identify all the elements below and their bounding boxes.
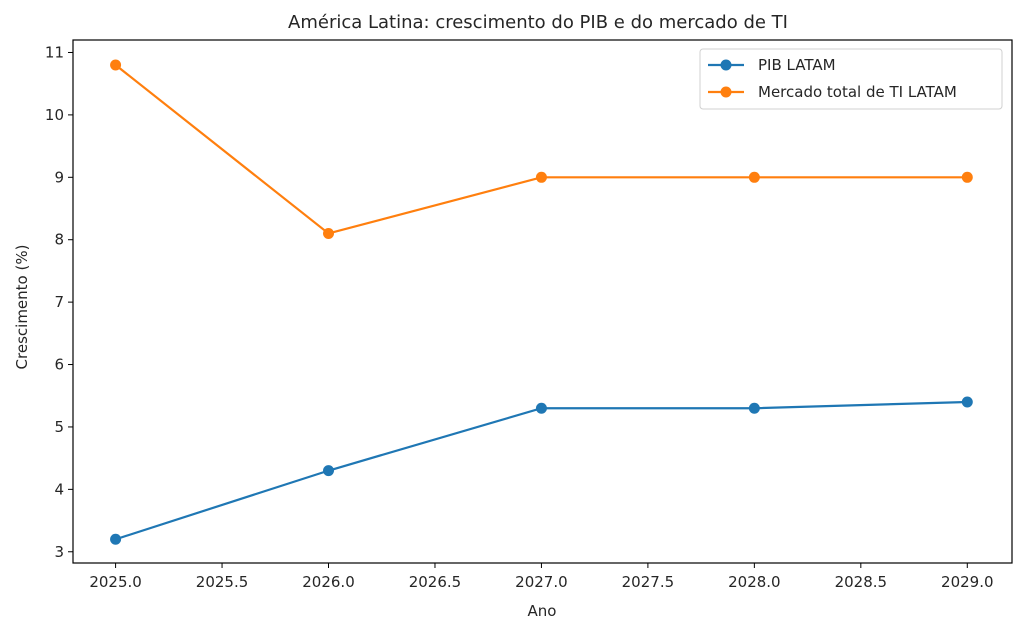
y-tick-label: 3 (54, 543, 64, 561)
x-tick-label: 2027.0 (515, 573, 568, 591)
x-tick-label: 2028.0 (728, 573, 781, 591)
x-tick-label: 2025.0 (89, 573, 142, 591)
data-point (535, 171, 547, 183)
series-layer (110, 59, 973, 545)
y-tick-label: 5 (54, 418, 64, 436)
y-tick-label: 4 (54, 480, 64, 498)
chart-title: América Latina: crescimento do PIB e do … (288, 12, 788, 33)
legend-marker (720, 59, 732, 71)
legend-marker (720, 86, 732, 98)
legend-box (699, 48, 1003, 110)
x-tick-label: 2027.5 (622, 573, 675, 591)
data-point (961, 396, 973, 408)
y-tick-label: 7 (54, 293, 64, 311)
y-tick-label: 10 (45, 106, 64, 124)
data-point (110, 533, 122, 545)
x-tick-label: 2026.5 (409, 573, 462, 591)
x-tick-label: 2025.5 (196, 573, 249, 591)
legend-label: PIB LATAM (758, 56, 836, 74)
series-line-0 (115, 400, 968, 541)
x-tick-label: 2028.5 (835, 573, 888, 591)
y-tick-label: 6 (54, 356, 64, 374)
data-point (748, 402, 760, 414)
data-point (323, 227, 335, 239)
x-axis: 2025.0 2025.5 2026.0 2026.5 2027.0 2027.5 2028… (89, 563, 994, 591)
data-point (961, 171, 973, 183)
legend: PIB LATAM Mercado total de TI LATAM (699, 48, 1003, 110)
y-tick-label: 8 (54, 231, 64, 249)
data-point (535, 402, 547, 414)
x-axis-label: Ano (528, 602, 557, 620)
y-tick-label: 9 (54, 168, 64, 186)
x-tick-label: 2026.0 (302, 573, 355, 591)
x-tick-label: 2029.0 (941, 573, 994, 591)
y-axis-label: Crescimento (%) (13, 245, 31, 370)
legend-label: Mercado total de TI LATAM (758, 83, 957, 101)
y-tick-label: 11 (45, 43, 64, 61)
plot-frame (72, 39, 1013, 564)
data-point (748, 171, 760, 183)
data-point (110, 59, 122, 71)
data-point (323, 465, 335, 477)
y-axis: 3 4 5 6 7 8 9 10 11 (45, 43, 73, 561)
